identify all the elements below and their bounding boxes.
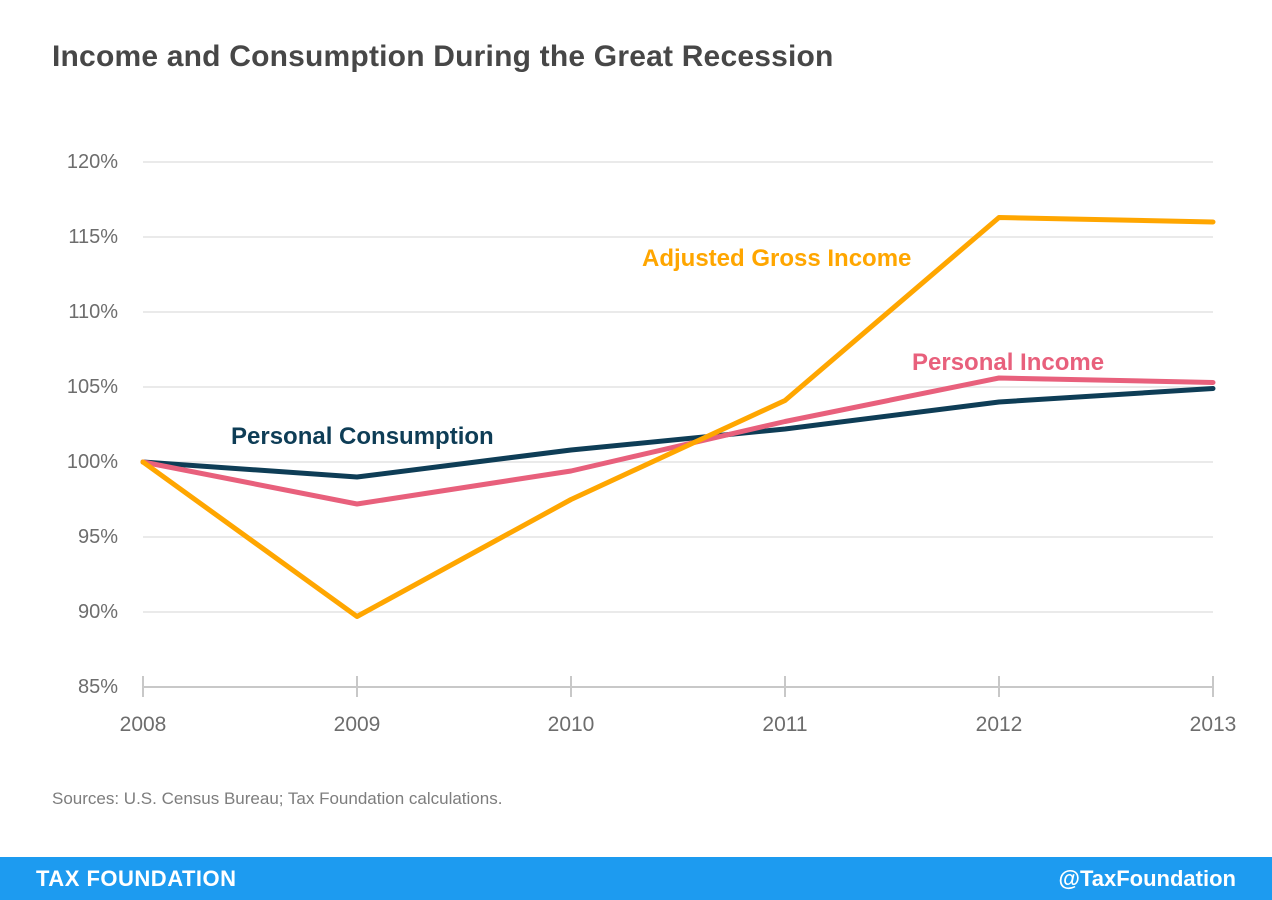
footer-brand: TAX FOUNDATION <box>36 865 237 891</box>
footer-bar: TAX FOUNDATION @TaxFoundation <box>0 857 1272 900</box>
x-axis-label: 2009 <box>333 713 381 736</box>
y-axis-label: 105% <box>66 376 118 398</box>
y-axis-label: 100% <box>66 451 118 473</box>
chart-canvas <box>140 161 1216 697</box>
chart-title: Income and Consumption During the Great … <box>52 40 834 73</box>
x-axis-label: 2012 <box>975 713 1023 736</box>
y-axis-label: 120% <box>66 151 118 173</box>
y-axis-label: 85% <box>77 676 118 698</box>
sources-note: Sources: U.S. Census Bureau; Tax Foundat… <box>52 789 503 808</box>
y-axis-label: 95% <box>77 526 118 548</box>
series-label-adjusted-gross-income: Adjusted Gross Income <box>642 245 912 272</box>
x-axis-label: 2010 <box>547 713 595 736</box>
footer-handle: @TaxFoundation <box>1058 865 1236 891</box>
series-label-personal-income: Personal Income <box>912 349 1105 376</box>
x-axis-label: 2011 <box>762 713 808 736</box>
y-axis-label: 110% <box>68 301 118 323</box>
y-axis-label: 90% <box>77 601 118 623</box>
y-axis-label: 115% <box>68 226 118 248</box>
x-axis-label: 2008 <box>119 713 167 736</box>
series-label-personal-consumption: Personal Consumption <box>231 423 494 450</box>
x-axis-label: 2013 <box>1189 713 1237 736</box>
